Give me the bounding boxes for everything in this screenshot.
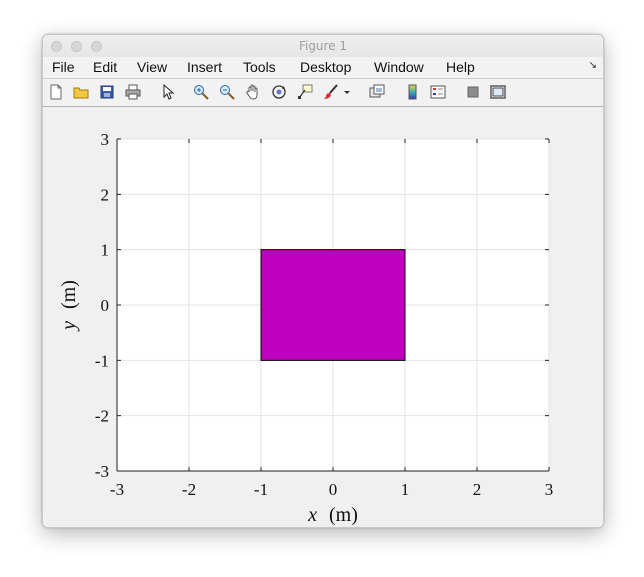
y-tick-label: -2: [95, 407, 109, 426]
rotate-3d-icon[interactable]: [270, 83, 288, 101]
undock-arrow-icon[interactable]: ↘: [588, 60, 597, 71]
figure-toolbar: [43, 79, 603, 107]
figure-canvas[interactable]: -3 -2 -1 0 1 2 3 -3 -2 -1 0 1 2 3 x (m) y (m): [43, 107, 603, 527]
new-figure-icon[interactable]: [47, 83, 65, 101]
x-tick-label: -1: [254, 480, 268, 499]
window-title: Figure 1: [298, 39, 348, 53]
figure-window: Figure 1 File Edit View Insert Tools Des…: [42, 34, 604, 528]
y-tick-label: -3: [95, 462, 109, 481]
menu-desktop[interactable]: Desktop: [300, 59, 352, 75]
x-tick-label: -3: [110, 480, 124, 499]
y-tick-label: 2: [101, 185, 110, 204]
axes-plot[interactable]: -3 -2 -1 0 1 2 3 -3 -2 -1 0 1 2 3 x (m) y (m): [43, 107, 603, 527]
legend-icon[interactable]: [429, 83, 447, 101]
brush-icon[interactable]: [322, 83, 340, 101]
y-tick-label: 0: [101, 296, 110, 315]
data-cursor-icon[interactable]: [296, 83, 314, 101]
minimize-window-button[interactable]: [71, 41, 82, 52]
title-bar[interactable]: Figure 1: [43, 35, 603, 57]
edit-plot-arrow-icon[interactable]: [159, 83, 177, 101]
x-tick-label: 3: [545, 480, 554, 499]
menu-tools[interactable]: Tools: [243, 59, 276, 75]
zoom-window-button[interactable]: [91, 41, 102, 52]
pan-hand-icon[interactable]: [244, 83, 262, 101]
x-tick-label: 0: [329, 480, 338, 499]
menu-bar: File Edit View Insert Tools Desktop Wind…: [43, 57, 603, 79]
brush-dropdown-icon[interactable]: [342, 83, 352, 101]
axis-ticks: -3 -2 -1 0 1 2 3 -3 -2 -1 0 1 2 3: [95, 130, 553, 499]
y-axis-label: y (m): [58, 280, 80, 332]
menu-help[interactable]: Help: [446, 59, 475, 75]
menu-file[interactable]: File: [52, 59, 75, 75]
y-tick-label: -1: [95, 351, 109, 370]
patch-square[interactable]: [260, 249, 406, 361]
hide-plot-tools-icon[interactable]: [464, 83, 482, 101]
y-tick-label: 1: [101, 241, 110, 260]
x-axis-label-var: x: [307, 504, 317, 526]
link-plot-icon[interactable]: [368, 83, 386, 101]
x-axis-label: x (m): [307, 504, 358, 526]
open-file-icon[interactable]: [72, 83, 90, 101]
close-window-button[interactable]: [51, 41, 62, 52]
menu-window[interactable]: Window: [374, 59, 424, 75]
y-axis-label-unit: (m): [58, 280, 80, 309]
y-tick-label: 3: [101, 130, 110, 149]
menu-insert[interactable]: Insert: [187, 59, 223, 75]
menu-view[interactable]: View: [137, 59, 168, 75]
menu-edit[interactable]: Edit: [93, 59, 118, 75]
x-tick-label: 2: [473, 480, 482, 499]
print-icon[interactable]: [124, 83, 142, 101]
zoom-in-icon[interactable]: [192, 83, 210, 101]
show-plot-tools-icon[interactable]: [489, 83, 507, 101]
save-icon[interactable]: [98, 83, 116, 101]
x-tick-label: 1: [401, 480, 410, 499]
data-series: [260, 249, 406, 361]
colorbar-icon[interactable]: [403, 83, 421, 101]
y-axis-label-var: y: [58, 321, 80, 332]
x-tick-label: -2: [182, 480, 196, 499]
x-axis-label-unit: (m): [329, 504, 358, 526]
zoom-out-icon[interactable]: [218, 83, 236, 101]
